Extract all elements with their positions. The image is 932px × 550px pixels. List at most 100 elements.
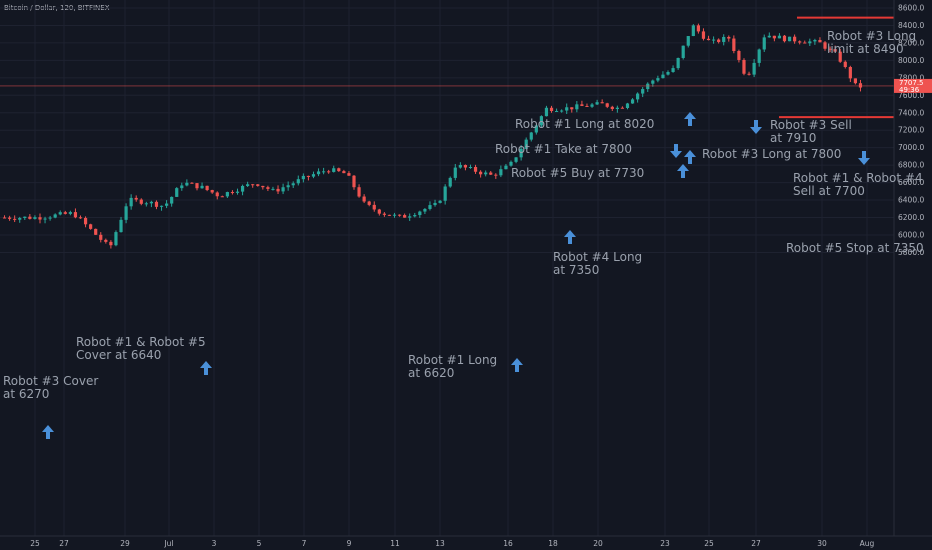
- candle-body: [646, 83, 650, 90]
- time-tick-label: 13: [435, 539, 445, 548]
- candle-body: [696, 25, 700, 32]
- price-tick-label: 8600.0: [898, 4, 924, 13]
- candle-body: [620, 107, 625, 109]
- candle-body: [185, 182, 189, 186]
- time-axis: 25 27 29 Jul 3 5 7 9 11 13 16 18 20 23 25 27 30 Aug: [0, 535, 932, 548]
- arrow-up-icon: [511, 358, 523, 372]
- time-tick-label: 29: [120, 539, 130, 548]
- price-tick-label: 6200.0: [898, 213, 924, 222]
- candle-body: [560, 110, 564, 112]
- annotation-robot3-sell: Robot #3 Sell at 7910: [770, 118, 852, 145]
- candle-body: [301, 175, 305, 180]
- candle-body: [580, 104, 584, 106]
- candle-body: [205, 185, 209, 191]
- candle-body: [7, 217, 12, 219]
- price-tick-label: 6000.0: [898, 230, 924, 239]
- candle-body: [246, 184, 250, 186]
- candle-body: [352, 175, 356, 188]
- time-tick-label: 18: [548, 539, 558, 548]
- candle-body: [468, 167, 473, 169]
- candle-body: [332, 168, 336, 172]
- candle-body: [484, 172, 488, 175]
- time-tick-label: 25: [30, 539, 40, 548]
- price-tick-label: 6400.0: [898, 196, 924, 205]
- candle-body: [109, 241, 113, 246]
- time-tick-label: 7: [302, 539, 307, 548]
- candle-body: [180, 185, 184, 189]
- candle-body: [494, 174, 498, 176]
- candle-body: [772, 35, 776, 39]
- candle-body: [403, 215, 407, 218]
- candle-body: [13, 218, 17, 220]
- candle-body: [575, 104, 579, 110]
- candle-body: [200, 185, 204, 189]
- candle-body: [691, 25, 695, 37]
- candle-body: [615, 107, 619, 110]
- candle-body: [661, 74, 665, 79]
- candle-body: [752, 62, 756, 75]
- time-tick-label: 27: [751, 539, 761, 548]
- candle-body: [235, 191, 240, 193]
- candle-body: [706, 38, 711, 41]
- countdown-label: 49:36: [899, 86, 920, 94]
- arrow-up-icon: [42, 425, 54, 439]
- candle-body: [276, 188, 280, 192]
- candle-body: [818, 40, 822, 43]
- candle-body: [793, 36, 797, 42]
- candle-body: [397, 214, 402, 216]
- candle-body: [636, 93, 640, 100]
- price-tick-label: 7000.0: [898, 143, 924, 152]
- annotation-robot3-cover: Robot #3 Cover at 6270: [3, 374, 99, 401]
- price-tick-label: 7800.0: [898, 73, 924, 82]
- arrow-up-icon: [677, 164, 689, 178]
- annotation-robot5-buy: Robot #5 Buy at 7730: [511, 166, 645, 180]
- candle-body: [544, 107, 549, 117]
- candle-body: [479, 171, 483, 175]
- candle-body: [813, 40, 817, 42]
- candle-body: [362, 196, 366, 202]
- candle-body: [119, 219, 123, 233]
- candle-body: [286, 185, 290, 188]
- candle-body: [311, 174, 316, 177]
- annotation-robot3-long-7800: Robot #3 Long at 7800: [702, 147, 842, 161]
- candle-body: [625, 103, 630, 109]
- candle-body: [220, 196, 224, 198]
- candle-body: [570, 107, 574, 110]
- candle-body: [722, 36, 726, 42]
- candle-body: [565, 107, 569, 111]
- annotation-robot1-take: Robot #1 Take at 7800: [495, 142, 632, 156]
- candle-body: [83, 217, 88, 225]
- candle-body: [367, 201, 371, 205]
- candle-body: [727, 36, 731, 39]
- candle-body: [149, 201, 154, 204]
- candle-body: [114, 232, 118, 246]
- candle-body: [590, 104, 594, 107]
- time-tick-label: 23: [660, 539, 670, 548]
- candle-body: [676, 57, 680, 69]
- candle-body: [215, 192, 219, 197]
- candle-body: [170, 196, 174, 204]
- time-tick-label: 20: [593, 539, 603, 548]
- candle-body: [549, 107, 554, 112]
- candle-body: [418, 211, 422, 216]
- candle-body: [732, 38, 736, 51]
- candle-body: [129, 197, 133, 207]
- candle-body: [63, 212, 67, 214]
- arrow-up-icon: [684, 112, 696, 126]
- candle-body: [296, 179, 300, 184]
- candle-body: [28, 216, 32, 219]
- candle-body: [413, 215, 417, 217]
- candle-body: [767, 35, 771, 38]
- candle-body: [322, 171, 326, 173]
- candle-body: [808, 41, 812, 44]
- candle-body: [666, 72, 670, 75]
- candle-body: [458, 164, 462, 168]
- candle-body: [848, 67, 852, 79]
- candle-body: [124, 206, 128, 220]
- candle-body: [240, 185, 245, 192]
- candle-body: [271, 188, 275, 190]
- candle-body: [408, 216, 412, 218]
- candle-body: [858, 83, 863, 88]
- candle-body: [306, 175, 311, 177]
